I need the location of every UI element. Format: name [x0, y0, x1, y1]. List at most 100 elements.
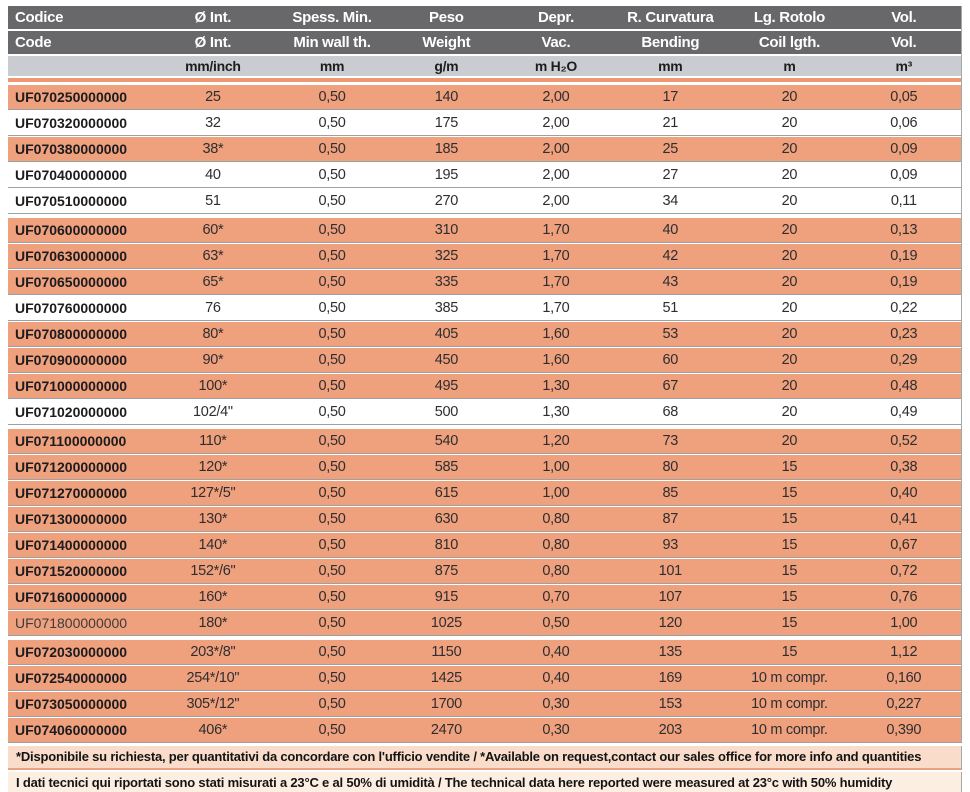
col-header-coil-length: Coil lgth. — [732, 31, 847, 56]
cell-vacuum: 1,00 — [503, 480, 609, 506]
cell-min-wall: 0,50 — [274, 188, 390, 214]
cell-weight: 810 — [389, 532, 504, 558]
cell-vacuum: 1,70 — [503, 295, 609, 321]
cell-weight: 915 — [389, 584, 504, 610]
cell-coil-length: 20 — [732, 347, 847, 373]
cell-diameter: 80* — [150, 321, 275, 347]
cell-volume: 0,05 — [846, 84, 961, 110]
cell-bending: 67 — [608, 373, 733, 399]
cell-vacuum: 0,50 — [503, 610, 609, 636]
cell-diameter: 25 — [150, 84, 275, 110]
cell-bending: 60 — [608, 347, 733, 373]
cell-vacuum: 1,70 — [503, 214, 609, 243]
cell-vacuum: 2,00 — [503, 162, 609, 188]
note-availability: *Disponibile su richiesta, per quantitat… — [8, 746, 962, 770]
cell-code: UF070510000000 — [8, 188, 151, 214]
cell-bending: 101 — [608, 558, 733, 584]
cell-diameter: 63* — [150, 243, 275, 269]
cell-volume: 0,48 — [846, 373, 961, 399]
cell-bending: 42 — [608, 243, 733, 269]
cell-vacuum: 2,00 — [503, 110, 609, 136]
cell-bending: 40 — [608, 214, 733, 243]
cell-volume: 0,23 — [846, 321, 961, 347]
cell-weight: 270 — [389, 188, 504, 214]
unit-min-wall: mm — [274, 56, 390, 78]
cell-vacuum: 1,70 — [503, 269, 609, 295]
cell-bending: 73 — [608, 425, 733, 454]
cell-diameter: 203*/8" — [150, 636, 275, 665]
cell-min-wall: 0,50 — [274, 269, 390, 295]
cell-weight: 175 — [389, 110, 504, 136]
cell-weight: 325 — [389, 243, 504, 269]
cell-code: UF071100000000 — [8, 425, 151, 454]
table-body: UF070250000000 25 0,50 140 2,00 17 20 0,05 UF070… — [8, 84, 961, 743]
cell-bending: 169 — [608, 665, 733, 691]
cell-min-wall: 0,50 — [274, 243, 390, 269]
cell-volume: 0,38 — [846, 454, 961, 480]
cell-volume: 0,52 — [846, 425, 961, 454]
cell-coil-length: 20 — [732, 243, 847, 269]
cell-bending: 34 — [608, 188, 733, 214]
col-header-vacuum: Vac. — [503, 31, 609, 56]
cell-min-wall: 0,50 — [274, 636, 390, 665]
table-row: UF070900000000 90* 0,50 450 1,60 60 20 0,29 — [8, 347, 961, 373]
cell-weight: 1700 — [389, 691, 504, 717]
table-row: UF070250000000 25 0,50 140 2,00 17 20 0,05 — [8, 84, 961, 110]
table-row: UF071200000000 120* 0,50 585 1,00 80 15 0,38 — [8, 454, 961, 480]
cell-diameter: 40 — [150, 162, 275, 188]
cell-code: UF070900000000 — [8, 347, 151, 373]
cell-diameter: 102/4" — [150, 399, 275, 425]
cell-diameter: 38* — [150, 136, 275, 162]
col-header-rotolo: Lg. Rotolo — [732, 6, 847, 31]
table-row: UF071020000000 102/4" 0,50 500 1,30 68 20 0,49 — [8, 399, 961, 425]
col-header-vol: Vol. — [846, 31, 961, 56]
cell-diameter: 51 — [150, 188, 275, 214]
unit-volume: m³ — [846, 56, 961, 78]
cell-diameter: 65* — [150, 269, 275, 295]
cell-weight: 310 — [389, 214, 504, 243]
cell-coil-length: 10 m compr. — [732, 717, 847, 743]
cell-vacuum: 0,80 — [503, 506, 609, 532]
unit-coil-length: m — [732, 56, 847, 78]
cell-volume: 0,06 — [846, 110, 961, 136]
cell-vacuum: 0,40 — [503, 636, 609, 665]
cell-vacuum: 1,00 — [503, 454, 609, 480]
cell-coil-length: 20 — [732, 425, 847, 454]
cell-coil-length: 15 — [732, 610, 847, 636]
cell-vacuum: 1,30 — [503, 373, 609, 399]
cell-code: UF070380000000 — [8, 136, 151, 162]
cell-vacuum: 0,70 — [503, 584, 609, 610]
cell-diameter: 130* — [150, 506, 275, 532]
cell-code: UF071520000000 — [8, 558, 151, 584]
table-row: UF070510000000 51 0,50 270 2,00 34 20 0,11 — [8, 188, 961, 214]
cell-min-wall: 0,50 — [274, 425, 390, 454]
cell-weight: 500 — [389, 399, 504, 425]
cell-weight: 540 — [389, 425, 504, 454]
cell-min-wall: 0,50 — [274, 162, 390, 188]
cell-bending: 53 — [608, 321, 733, 347]
cell-code: UF070760000000 — [8, 295, 151, 321]
cell-code: UF071020000000 — [8, 399, 151, 425]
cell-vacuum: 0,80 — [503, 558, 609, 584]
cell-diameter: 60* — [150, 214, 275, 243]
cell-coil-length: 20 — [732, 399, 847, 425]
cell-diameter: 110* — [150, 425, 275, 454]
table-row: UF070400000000 40 0,50 195 2,00 27 20 0,09 — [8, 162, 961, 188]
cell-min-wall: 0,50 — [274, 584, 390, 610]
cell-coil-length: 15 — [732, 532, 847, 558]
col-header-min-wall: Min wall th. — [274, 31, 390, 56]
cell-min-wall: 0,50 — [274, 347, 390, 373]
cell-volume: 0,72 — [846, 558, 961, 584]
col-header-spessore: Spess. Min. — [274, 6, 390, 31]
table-row: UF071100000000 110* 0,50 540 1,20 73 20 0,52 — [8, 425, 961, 454]
cell-code: UF071800000000 — [8, 610, 151, 636]
cell-volume: 1,00 — [846, 610, 961, 636]
cell-code: UF070400000000 — [8, 162, 151, 188]
cell-vacuum: 2,00 — [503, 136, 609, 162]
table-row: UF071520000000 152*/6" 0,50 875 0,80 101 15 0,7… — [8, 558, 961, 584]
cell-coil-length: 15 — [732, 454, 847, 480]
cell-vacuum: 1,70 — [503, 243, 609, 269]
cell-volume: 0,13 — [846, 214, 961, 243]
cell-code: UF070250000000 — [8, 84, 151, 110]
